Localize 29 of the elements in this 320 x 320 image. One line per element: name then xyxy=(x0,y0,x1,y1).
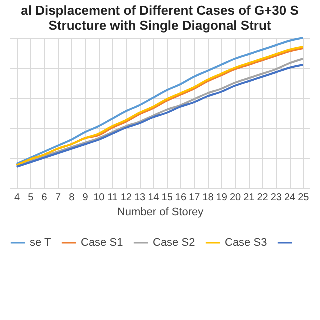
x-tick-label: 9 xyxy=(82,192,89,204)
x-tick-label: 7 xyxy=(55,192,62,204)
x-tick-label: 5 xyxy=(28,192,34,204)
legend-label: Case S2 xyxy=(153,237,196,249)
x-tick-label: 12 xyxy=(120,192,132,204)
x-tick-label: 17 xyxy=(189,192,201,204)
x-tick-label: 4 xyxy=(14,192,21,204)
x-tick-label: 23 xyxy=(270,192,282,204)
x-tick-label: 8 xyxy=(69,192,76,204)
x-tick-label: 11 xyxy=(108,192,118,204)
x-tick-label: 13 xyxy=(134,192,146,204)
x-tick-label: 24 xyxy=(284,192,296,204)
legend-label: Case S1 xyxy=(81,237,124,249)
legend-label: Case S3 xyxy=(225,237,268,249)
x-tick-label: 22 xyxy=(257,192,269,204)
x-tick-label: 18 xyxy=(202,192,214,204)
x-tick-label: 25 xyxy=(298,192,310,204)
x-tick-label: 16 xyxy=(175,192,187,204)
x-axis-title: Number of Storey xyxy=(117,206,204,218)
x-tick-label: 6 xyxy=(42,192,48,204)
x-tick-label: 14 xyxy=(148,192,160,204)
x-tick-label: 19 xyxy=(216,192,228,204)
x-tick-label: 21 xyxy=(244,192,256,204)
x-tick-label: 10 xyxy=(94,192,106,204)
x-tick-label: 20 xyxy=(230,192,242,204)
legend-label: se T xyxy=(30,237,52,249)
text: al Displacement of Different Cases of G+30 S xyxy=(21,3,299,18)
x-tick-label: 15 xyxy=(162,192,174,204)
text: Structure with Single Diagonal Strut xyxy=(48,18,272,33)
